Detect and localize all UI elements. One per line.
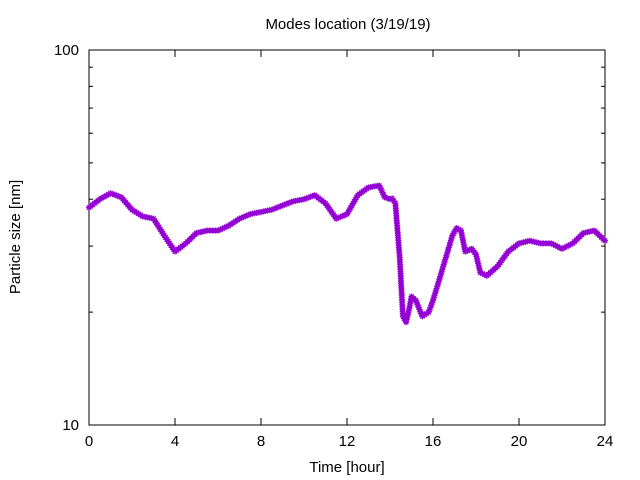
marker-stroke: [456, 226, 462, 232]
marker-stroke: [376, 182, 382, 189]
marker-stroke: [453, 225, 460, 231]
marker-stroke: [380, 192, 387, 198]
marker-stroke: [413, 297, 419, 303]
marker-stroke: [481, 272, 488, 278]
marker-stroke: [550, 241, 557, 248]
x-tick-label: 20: [511, 433, 528, 450]
data-point: [215, 227, 221, 234]
marker-stroke: [415, 304, 422, 310]
marker-stroke: [416, 306, 423, 313]
marker-stroke: [602, 238, 608, 244]
marker-stroke: [477, 269, 483, 276]
marker-stroke: [479, 270, 486, 277]
x-tick-label: 4: [171, 433, 179, 450]
marker-stroke: [112, 192, 118, 198]
x-tick-label: 8: [257, 433, 265, 450]
data-points: [86, 182, 608, 326]
data-point: [455, 226, 462, 233]
marker-stroke: [109, 191, 116, 197]
chart-title: Modes location (3/19/19): [265, 16, 430, 33]
marker-stroke: [552, 242, 559, 249]
marker-stroke: [114, 192, 120, 199]
marker-stroke: [414, 299, 420, 306]
y-tick-label: 10: [62, 417, 79, 434]
marker-stroke: [107, 190, 114, 196]
y-tick-label: 100: [54, 42, 79, 59]
x-tick-label: 0: [85, 433, 93, 450]
marker-stroke: [377, 185, 383, 191]
marker-stroke: [557, 245, 563, 251]
x-tick-label: 12: [339, 433, 356, 450]
marker-stroke: [116, 193, 122, 200]
marker-stroke: [548, 240, 554, 247]
data-point: [602, 237, 608, 244]
x-tick-label: 24: [597, 433, 614, 450]
marker-stroke: [378, 187, 385, 193]
y-axis-label: Particle size [nm]: [7, 180, 24, 294]
marker-stroke: [381, 194, 388, 200]
marker-stroke: [384, 195, 390, 201]
marker-stroke: [379, 189, 386, 196]
axes: 0 4 8 12 16 20 24 10 100: [54, 42, 613, 450]
marker-stroke: [555, 243, 561, 250]
marker-stroke: [417, 309, 424, 315]
x-axis-label: Time [hour]: [309, 459, 384, 476]
x-tick-label: 16: [425, 433, 442, 450]
marker-stroke: [414, 302, 421, 308]
data-point: [447, 239, 454, 246]
